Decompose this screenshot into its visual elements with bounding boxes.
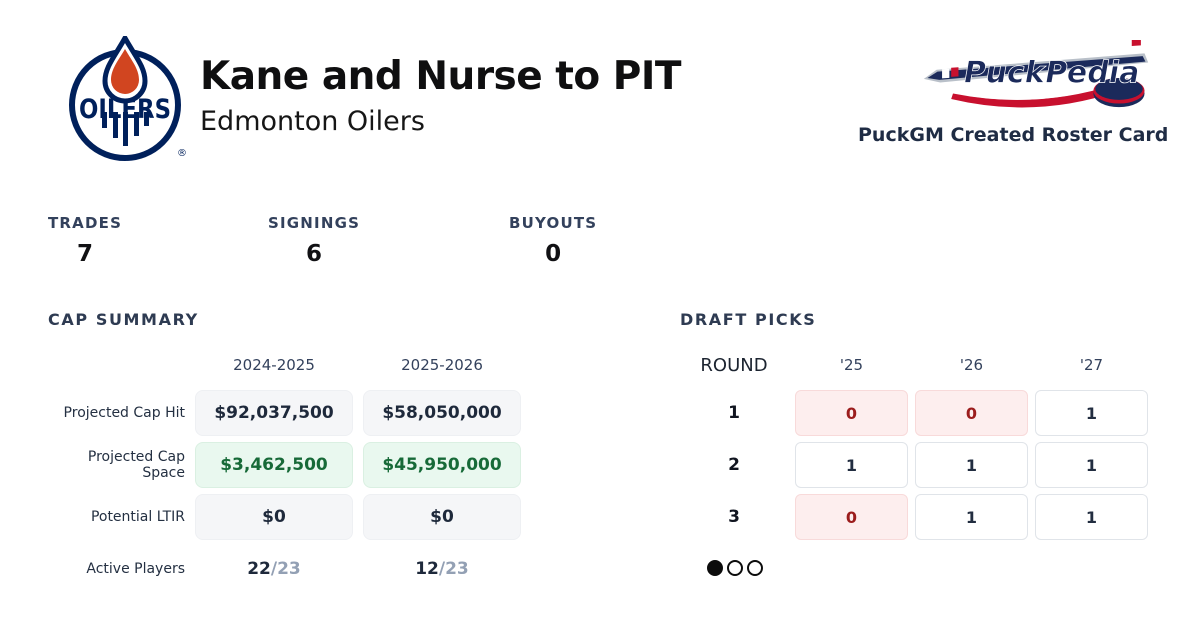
pick-cell-r2-26: 1 (915, 442, 1028, 488)
cap-hit-value-2024: $92,037,500 (195, 390, 353, 436)
pick-cell-r1-25: 0 (795, 390, 908, 436)
row-label-projected-cap-hit: Projected Cap Hit (63, 405, 185, 421)
pagination-dot-2[interactable] (727, 560, 743, 576)
stat-trades: TRADES 7 (48, 214, 122, 267)
pick-cell-r2-27: 1 (1035, 442, 1148, 488)
pick-cell-r3-25: 0 (795, 494, 908, 540)
cap-summary-table: 2024-2025 2025-2026 Projected Cap Hit $9… (48, 346, 521, 592)
puckpedia-logo-icon: PuckPedia (923, 40, 1149, 108)
stat-trades-value: 7 (77, 241, 94, 267)
stat-buyouts-label: BUYOUTS (509, 214, 598, 232)
cap-corner-spacer (48, 346, 185, 384)
round-1-label: 1 (728, 403, 740, 423)
oilers-team-logo-icon: OILERS ® (69, 36, 186, 161)
active-players-2024: 22/23 (195, 546, 353, 592)
year-header-26: '26 (959, 356, 984, 374)
season-header-2025-2026: 2025-2026 (401, 356, 483, 374)
draft-picks-title: DRAFT PICKS (680, 310, 817, 329)
cap-space-value-2025: $45,950,000 (363, 442, 521, 488)
active-players-total-2025: /23 (438, 559, 469, 579)
pick-cell-r1-26: 0 (915, 390, 1028, 436)
brand-tagline: PuckGM Created Roster Card (858, 124, 1169, 146)
active-players-total-2024: /23 (270, 559, 301, 579)
round-2-label: 2 (728, 455, 740, 475)
active-players-current-2025: 12 (415, 559, 439, 579)
pick-cell-r3-27: 1 (1035, 494, 1148, 540)
row-label-active-players: Active Players (86, 561, 185, 577)
cap-summary-title: CAP SUMMARY (48, 310, 199, 329)
stat-buyouts: BUYOUTS 0 (509, 214, 597, 267)
year-header-27: '27 (1079, 356, 1104, 374)
draft-picks-table: ROUND '25 '26 '27 1 0 0 1 2 1 1 1 3 0 1 … (680, 346, 1148, 540)
round-3-label: 3 (728, 507, 740, 527)
pick-cell-r3-26: 1 (915, 494, 1028, 540)
stat-signings-label: SIGNINGS (268, 214, 361, 232)
pagination-dots (707, 560, 763, 576)
ltir-value-2024: $0 (195, 494, 353, 540)
stat-signings: SIGNINGS 6 (268, 214, 360, 267)
cap-hit-value-2025: $58,050,000 (363, 390, 521, 436)
page-title: Kane and Nurse to PIT (200, 54, 682, 99)
header-title-block: Kane and Nurse to PIT Edmonton Oilers (200, 54, 682, 137)
oilers-logo-wordmark: OILERS (79, 94, 171, 125)
stat-trades-label: TRADES (48, 214, 123, 232)
stat-buyouts-value: 0 (545, 241, 562, 267)
brand-block: PuckPedia PuckGM Created Roster Card (858, 40, 1169, 146)
puckpedia-wordmark: PuckPedia (961, 56, 1143, 91)
cap-space-value-2024: $3,462,500 (195, 442, 353, 488)
active-players-current-2024: 22 (247, 559, 271, 579)
pagination-dot-1[interactable] (707, 560, 723, 576)
pagination-dot-3[interactable] (747, 560, 763, 576)
registered-trademark-icon: ® (177, 148, 186, 159)
team-name: Edmonton Oilers (200, 105, 425, 137)
ltir-value-2025: $0 (363, 494, 521, 540)
row-label-potential-ltir: Potential LTIR (90, 509, 185, 525)
pick-cell-r1-27: 1 (1035, 390, 1148, 436)
round-column-header: ROUND (700, 354, 768, 376)
row-label-projected-cap-space: Projected Cap Space (87, 449, 185, 481)
active-players-2025: 12/23 (363, 546, 521, 592)
season-header-2024-2025: 2024-2025 (233, 356, 315, 374)
pick-cell-r2-25: 1 (795, 442, 908, 488)
stat-signings-value: 6 (306, 241, 323, 267)
year-header-25: '25 (839, 356, 864, 374)
